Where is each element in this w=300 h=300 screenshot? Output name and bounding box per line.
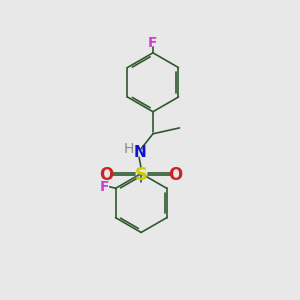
Text: O: O (169, 166, 183, 184)
Text: N: N (133, 146, 146, 160)
Text: F: F (100, 180, 110, 194)
Text: S: S (135, 166, 148, 184)
Text: F: F (148, 36, 158, 50)
Text: H: H (124, 142, 134, 155)
Text: O: O (100, 166, 114, 184)
